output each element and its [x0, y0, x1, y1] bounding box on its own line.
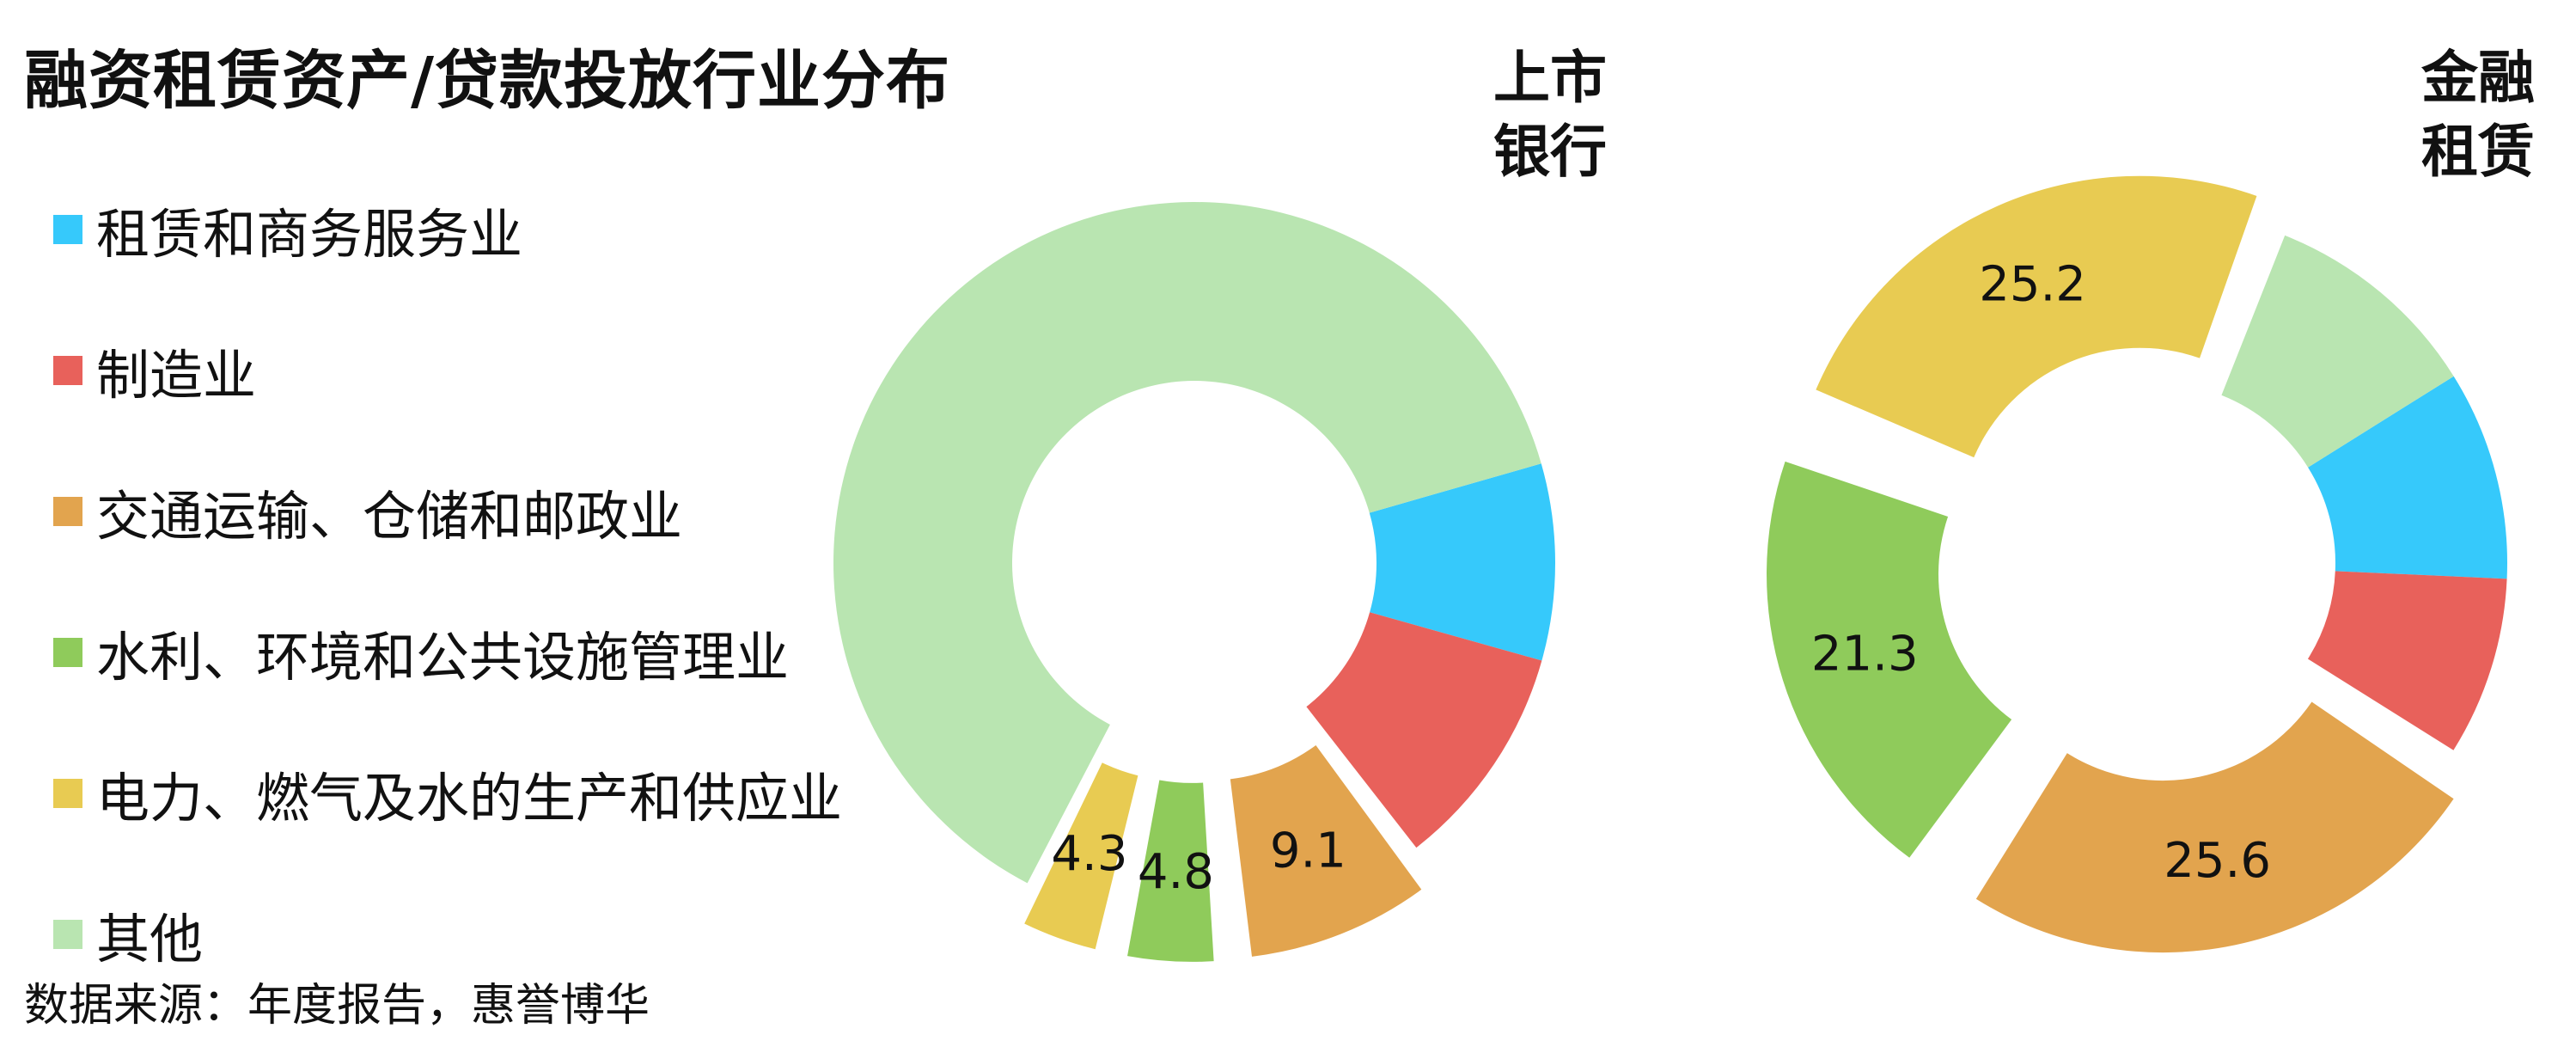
- donut-slice: [2221, 235, 2454, 468]
- legend-label: 水利、环境和公共设施管理业: [96, 626, 790, 689]
- slice-data-label: 21.3: [1811, 626, 1919, 682]
- legend-item: 水利、环境和公共设施管理业: [53, 614, 789, 691]
- legend-label: 制造业: [96, 344, 257, 407]
- legend-swatch: [53, 356, 82, 385]
- donut-slice: [1306, 612, 1542, 848]
- donut-slice: [1127, 780, 1214, 962]
- data-source: 数据来源：年度报告，惠誉博华: [24, 980, 650, 1032]
- donut-slice: [833, 202, 1541, 884]
- legend-label: 其他: [96, 908, 204, 970]
- slice-data-label: 25.2: [1979, 256, 2086, 312]
- slice-data-label: 9.1: [1270, 823, 1346, 879]
- leasing-chart-title: 金融 租赁: [2389, 41, 2535, 189]
- bank-title-line2: 银行: [1493, 119, 1607, 185]
- bank-chart-title: 上市 银行: [1461, 41, 1607, 189]
- legend-item: 制造业: [53, 332, 256, 409]
- slice-data-label: 25.6: [2164, 833, 2271, 889]
- donut-slice: [2308, 376, 2507, 579]
- slice-data-label: 4.3: [1051, 826, 1127, 882]
- donut-slice: [1369, 463, 1555, 661]
- legend-label: 交通运输、仓储和邮政业: [96, 485, 683, 548]
- donut-slice: [1816, 175, 2257, 458]
- legend-swatch: [53, 779, 82, 808]
- legend-item: 电力、燃气及水的生产和供应业: [53, 755, 842, 832]
- legend-item: 交通运输、仓储和邮政业: [53, 473, 682, 550]
- legend-label: 电力、燃气及水的生产和供应业: [96, 767, 843, 830]
- legend-item: 租赁和商务服务业: [53, 191, 522, 268]
- bank-donut: 9.1 4.84.3: [833, 202, 1555, 962]
- chart-title: 融资租赁资产/贷款投放行业分布: [24, 44, 951, 118]
- leasing-title-line2: 租赁: [2421, 119, 2535, 185]
- legend-item: 其他: [53, 896, 203, 973]
- bank-title-line1: 上市: [1493, 45, 1607, 111]
- donut-slice: [1975, 701, 2454, 953]
- legend-swatch: [53, 497, 82, 526]
- donut-slice: [2307, 571, 2507, 750]
- donut-slice: [1024, 762, 1138, 950]
- legend-swatch: [53, 638, 82, 667]
- donut-slice: [1767, 461, 2012, 858]
- legend-swatch: [53, 215, 82, 244]
- donut-slice: [1230, 744, 1422, 957]
- legend-label: 租赁和商务服务业: [96, 203, 523, 266]
- leasing-title-line1: 金融: [2421, 45, 2535, 111]
- slice-data-label: 4.8: [1138, 844, 1214, 900]
- leasing-donut: 25.6 21.3 25.2: [1767, 175, 2507, 953]
- legend-swatch: [53, 920, 82, 949]
